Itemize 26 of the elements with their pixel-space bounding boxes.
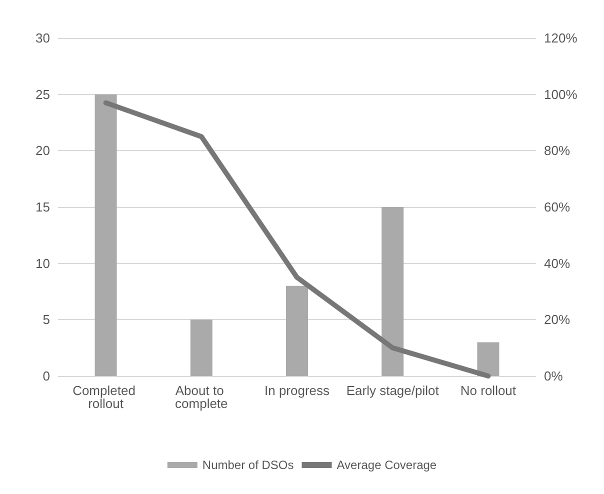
y2-tick-label: 80% [544, 143, 570, 158]
x-tick-label: Early stage/pilot [346, 383, 440, 398]
y2-tick-label: 120% [544, 30, 578, 46]
bar [382, 207, 404, 376]
bar [286, 286, 308, 376]
y2-tick-label: 60% [544, 200, 570, 214]
y-tick-label: 15 [36, 200, 50, 214]
y-tick-label: 10 [36, 256, 50, 271]
y-tick-label: 30 [36, 30, 50, 46]
x-tick-label: No rollout [460, 383, 516, 398]
y-tick-label: 5 [42, 312, 50, 328]
y2-tick-label: 40% [544, 256, 570, 271]
y2-tick-label: 20% [544, 312, 570, 328]
y-tick-label: 0 [42, 368, 50, 384]
y2-tick-label: 100% [544, 86, 578, 102]
y2-tick-label: 0% [544, 368, 564, 384]
bar [190, 320, 212, 376]
y-tick-label: 25 [36, 86, 50, 102]
bar [94, 94, 117, 376]
x-tick-label: In progress [264, 383, 330, 398]
legend-label: Average Coverage [336, 458, 437, 472]
x-tick-label: About to complete [175, 383, 228, 411]
x-tick-label: Completed rollout [72, 383, 140, 411]
legend-label: Number of DSOs [202, 458, 294, 472]
y-tick-label: 20 [36, 143, 50, 158]
bar [477, 342, 500, 376]
